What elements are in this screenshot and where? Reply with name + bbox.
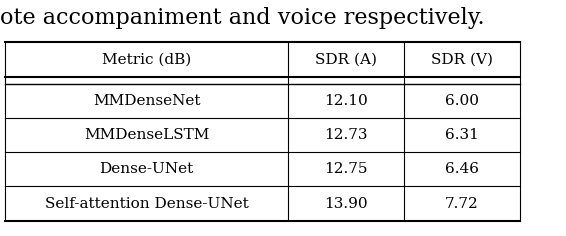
Text: Metric (dB): Metric (dB) (102, 53, 191, 67)
Text: SDR (V): SDR (V) (431, 53, 493, 67)
Text: MMDenseNet: MMDenseNet (93, 94, 200, 108)
Text: 7.72: 7.72 (445, 197, 479, 211)
Text: Self-attention Dense-UNet: Self-attention Dense-UNet (45, 197, 248, 211)
Text: 12.73: 12.73 (324, 128, 368, 142)
Text: 12.75: 12.75 (324, 162, 368, 176)
Text: SDR (A): SDR (A) (315, 53, 378, 67)
Text: 13.90: 13.90 (324, 197, 368, 211)
Text: 12.10: 12.10 (324, 94, 368, 108)
Text: ote accompaniment and voice respectively.: ote accompaniment and voice respectively… (0, 7, 484, 29)
Text: Dense-UNet: Dense-UNet (100, 162, 194, 176)
Text: 6.31: 6.31 (445, 128, 479, 142)
Text: 6.00: 6.00 (445, 94, 479, 108)
Text: MMDenseLSTM: MMDenseLSTM (84, 128, 209, 142)
Text: 6.46: 6.46 (445, 162, 479, 176)
